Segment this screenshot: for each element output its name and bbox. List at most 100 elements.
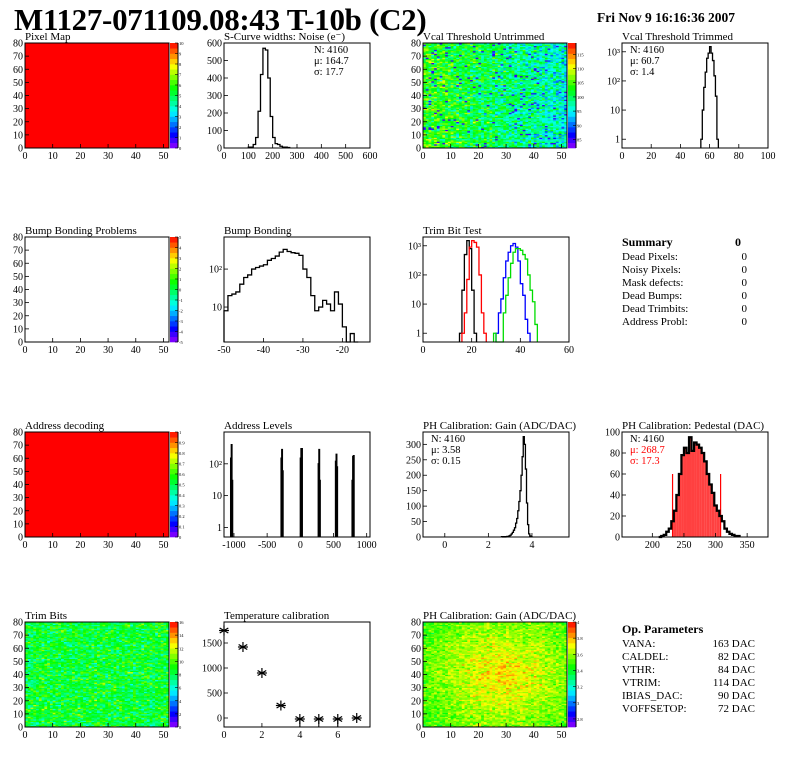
heatmap-cell [495, 74, 499, 77]
heatmap-cell [425, 103, 429, 105]
histogram-bin [318, 479, 321, 537]
heatmap-cell [431, 54, 435, 57]
heatmap-cell [503, 62, 507, 65]
heatmap-cell [36, 677, 40, 679]
heatmap-cell [555, 121, 559, 124]
palette-swatch [170, 516, 178, 522]
palette-swatch [170, 48, 178, 54]
heatmap-cell [27, 709, 31, 712]
heatmap-cell [439, 141, 443, 144]
heatmap-cell [531, 96, 535, 99]
heatmap-cell [536, 109, 540, 112]
heatmap-cell [442, 54, 446, 57]
heatmap-cell [519, 144, 523, 146]
heatmap-cell [447, 116, 451, 119]
heatmap-cell [506, 98, 510, 100]
heatmap-cell [539, 140, 543, 142]
heatmap-cell [25, 660, 29, 662]
heatmap-cell [525, 142, 529, 145]
heatmap-cell [489, 120, 493, 123]
heatmap-cell [525, 90, 529, 92]
heatmap-cell [564, 75, 568, 78]
heatmap-cell [539, 65, 543, 67]
heatmap-cell [475, 75, 479, 78]
heatmap-cell [514, 74, 518, 77]
heatmap-cell [555, 125, 559, 128]
heatmap-cell [475, 46, 479, 49]
heatmap-cell [33, 653, 37, 656]
heatmap-cell [561, 50, 565, 53]
heatmap-cell [492, 46, 496, 49]
heatmap-cell [475, 107, 479, 109]
palette-tick-label: 0.9 [179, 441, 185, 446]
heatmap-cell [27, 633, 31, 636]
heatmap-cell [531, 75, 535, 78]
heatmap-cell [544, 134, 548, 137]
heatmap-cell [33, 654, 37, 657]
heatmap-cell [511, 54, 515, 57]
heatmap-cell [550, 66, 554, 69]
heatmap-cell [511, 60, 515, 62]
heatmap-cell [517, 134, 521, 137]
heatmap-cell [547, 60, 551, 62]
heatmap-cell [503, 106, 507, 108]
heatmap-cell [470, 113, 474, 116]
heatmap-cell [475, 92, 479, 95]
heatmap-cell [561, 43, 565, 45]
heatmap-cell [511, 108, 515, 111]
heatmap-cell [514, 142, 518, 145]
heatmap-cell [428, 64, 432, 66]
heatmap-cell [472, 75, 476, 78]
heatmap-cell [428, 94, 432, 96]
heatmap-cell [425, 137, 429, 140]
heatmap-cell [519, 58, 523, 61]
heatmap-cell [434, 124, 438, 126]
heatmap-cell [564, 107, 568, 109]
heatmap-cell [508, 140, 512, 142]
heatmap-cell [503, 142, 507, 145]
heatmap-cell [434, 92, 438, 95]
heatmap-cell [495, 95, 499, 98]
heatmap-cell [547, 54, 551, 57]
x-tick-label: 40 [131, 151, 141, 162]
heatmap-cell [423, 56, 427, 58]
heatmap-cell [500, 87, 504, 90]
fit-fill-bar [673, 510, 677, 537]
x-tick-label: 1000 [357, 540, 377, 551]
heatmap-cell [33, 678, 37, 681]
heatmap-cell [511, 136, 515, 138]
heatmap-cell [517, 109, 521, 112]
heatmap-cell [472, 145, 476, 147]
heatmap-cell [536, 65, 540, 67]
heatmap-cell [508, 53, 512, 56]
heatmap-cell [500, 46, 504, 49]
heatmap-cell [464, 145, 468, 147]
heatmap-cell [25, 709, 29, 712]
heatmap-cell [38, 636, 42, 639]
heatmap-cell [506, 75, 510, 78]
heatmap-cell [544, 71, 548, 74]
heatmap-cell [558, 107, 562, 109]
heatmap-cell [506, 125, 510, 128]
heatmap-cell [481, 49, 485, 52]
heatmap-cell [511, 49, 515, 52]
heatmap-cell [464, 124, 468, 126]
heatmap-cell [445, 132, 449, 134]
heatmap-cell [450, 74, 454, 77]
heatmap-cell [475, 57, 479, 60]
heatmap-cell [431, 140, 435, 142]
heatmap-cell [495, 134, 499, 137]
heatmap-cell [472, 58, 476, 61]
heatmap-cell [550, 85, 554, 87]
heatmap-cell [434, 123, 438, 125]
heatmap-cell [481, 71, 485, 74]
x-tick-label: 200 [645, 540, 660, 551]
heatmap-cell [27, 636, 31, 639]
heatmap-cell [436, 69, 440, 71]
heatmap-cell [431, 134, 435, 137]
y-tick-label: 10 [610, 106, 620, 117]
heatmap-cell [423, 70, 427, 73]
heatmap-cell [445, 120, 449, 123]
heatmap-cell [434, 74, 438, 77]
heatmap-cell [425, 81, 429, 83]
